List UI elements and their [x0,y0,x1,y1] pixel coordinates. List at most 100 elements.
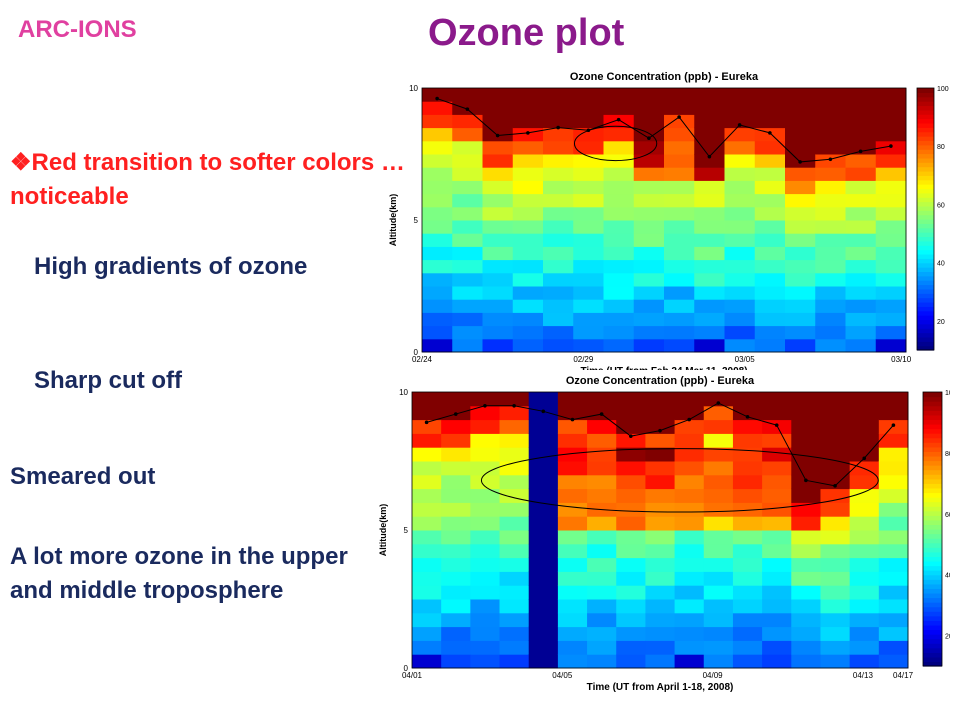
colorbar-segment [917,345,934,351]
heatmap-cell [573,325,604,340]
colorbar-segment [917,127,934,133]
heatmap-cell [703,392,734,407]
heatmap-cell [645,612,676,628]
tropopause-point [483,404,487,408]
heatmap-cell [845,259,877,274]
heatmap-cell [557,599,588,614]
heatmap-cell [512,180,544,195]
heatmap-cell [573,101,604,115]
heatmap-cell [412,488,442,503]
heatmap-cell [645,585,676,600]
heatmap-cell [754,286,786,300]
heatmap-cell [528,640,559,655]
heatmap-cell [633,140,665,155]
heatmap-cell [820,640,851,655]
heatmap-cell [616,488,646,503]
heatmap-cell [875,114,907,129]
heatmap-cell [482,167,514,181]
colorbar-segment [917,184,934,190]
heatmap-cell [645,447,676,462]
colorbar-segment [923,620,942,626]
heatmap-cell [664,338,695,353]
heatmap-cell [694,338,725,353]
heatmap-cell [422,140,453,155]
heatmap-cell [732,419,763,434]
colorbar-segment [917,284,934,290]
heatmap-cell [703,419,734,434]
heatmap-cell [694,88,725,102]
heatmap-cell [845,127,877,142]
heatmap-cell [674,502,705,517]
tropopause-point [862,456,867,461]
x-tick-label: 02/24 [412,355,433,364]
colorbar-segment [923,533,942,539]
heatmap-cell [878,557,909,572]
heatmap-cell [732,654,763,669]
heatmap-cell [412,530,442,545]
colorbar-tick-label: 60 [945,512,950,519]
heatmap-cell [694,140,725,155]
heatmap-cell [820,392,851,407]
heatmap-cell [845,180,877,195]
y-tick-label: 0 [404,664,409,673]
tropopause-point [453,412,458,416]
heatmap-cell [754,299,786,313]
heatmap-cell [422,180,453,195]
heatmap-cell [845,88,877,102]
heatmap-cell [441,392,471,407]
heatmap-cell [820,405,851,421]
heatmap-cell [452,246,483,261]
heatmap-cell [512,338,544,353]
heatmap-cell [543,114,574,129]
heatmap-cell [422,114,453,129]
heatmap-cell [694,299,725,313]
tropopause-point [889,144,893,148]
heatmap-cell [616,640,646,655]
heatmap-cell [754,114,786,129]
heatmap-cell [878,599,909,614]
heatmap-cell [791,405,821,421]
heatmap-cell [528,571,559,586]
heatmap-cell [815,193,846,208]
heatmap-cell [452,127,483,142]
heatmap-cell [878,626,909,641]
heatmap-cell [878,474,909,490]
heatmap-cell [470,585,501,600]
heatmap-cell [616,530,646,545]
heatmap-cell [645,599,676,614]
heatmap-cell [815,286,846,300]
x-axis-label: Time (UT from Feb 24 Mar 11, 2008) [580,366,747,370]
heatmap-cell [815,88,846,102]
heatmap-cell [645,433,676,448]
heatmap-cell [603,140,635,155]
colorbar-segment [923,455,942,462]
heatmap-cell [528,543,559,559]
colorbar-segment [923,442,942,448]
heatmap-cell [499,474,530,490]
heatmap-cell [694,272,725,287]
heatmap-cell [422,312,453,327]
heatmap-cell [422,272,453,287]
colorbar-segment [917,227,934,233]
heatmap-cell [543,220,574,234]
heatmap-cell [412,447,442,462]
heatmap-cell [785,193,816,208]
heatmap-cell [603,272,635,287]
heatmap-cell [528,585,559,600]
heatmap-cell [645,571,676,586]
heatmap-cell [878,571,909,586]
heatmap-cell [754,140,786,155]
heatmap-cell [616,419,646,434]
heatmap-cell [512,140,544,155]
colorbar-segment [917,253,934,259]
colorbar-segment [917,288,934,294]
colorbar-segment [923,510,942,516]
tropopause-point [804,478,808,483]
tropopause-point [658,428,662,433]
heatmap-cell [875,325,907,340]
heatmap-cell [422,299,453,313]
colorbar-segment [917,201,934,207]
heatmap-cell [557,626,588,641]
heatmap-cell [603,88,635,102]
heatmap-cell [820,543,851,559]
